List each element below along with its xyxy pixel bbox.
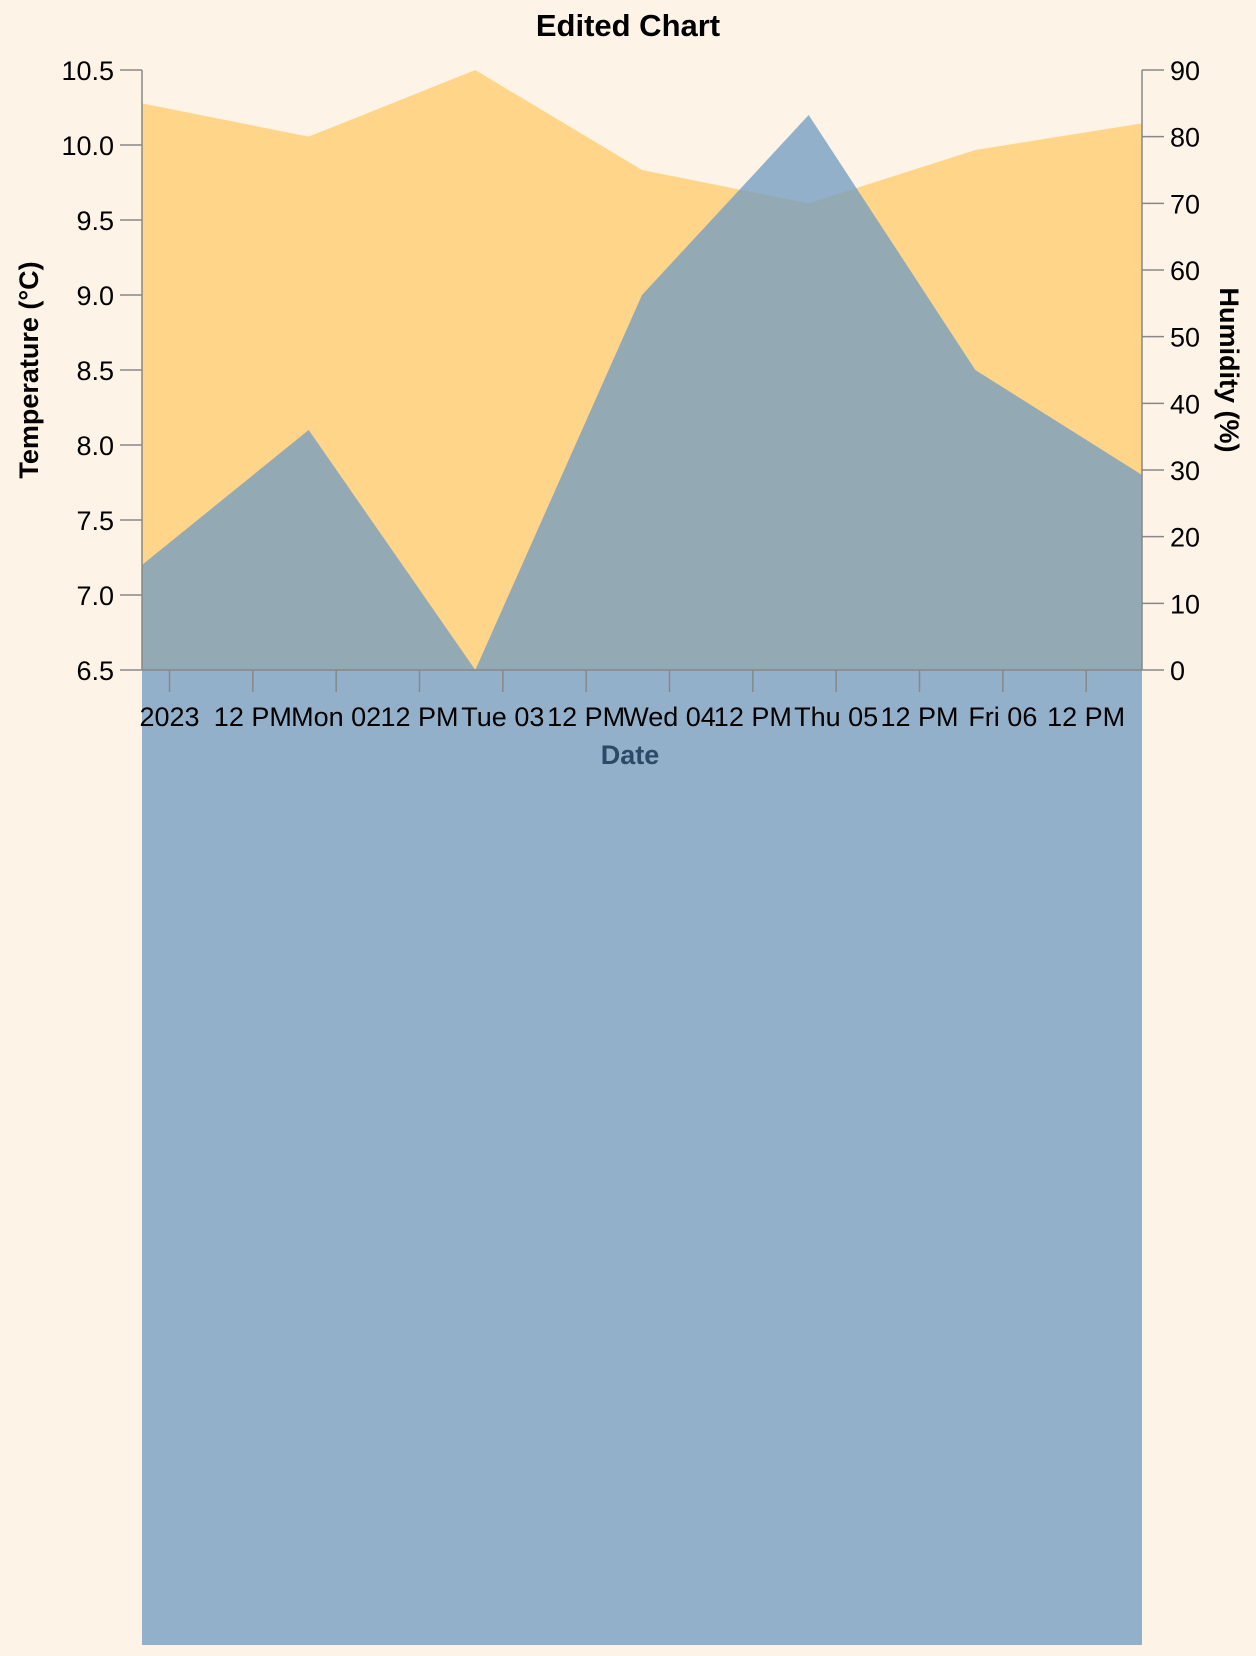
x-tick-label: 12 PM (380, 702, 458, 732)
x-axis-title: Date (601, 740, 660, 770)
x-tick-label: Tue 03 (461, 702, 544, 732)
x-tick-label: 2023 (139, 702, 199, 732)
left-tick-label: 10.5 (61, 56, 114, 86)
x-tick-label: Fri 06 (968, 702, 1037, 732)
right-y-axis: 0 10 20 30 40 50 60 70 80 90 (1141, 56, 1200, 686)
chart-title: Edited Chart (536, 8, 720, 43)
right-tick-label: 40 (1170, 389, 1200, 419)
left-tick-label: 9.0 (76, 281, 114, 311)
right-tick-label: 70 (1170, 189, 1200, 219)
right-axis-title: Humidity (%) (1214, 288, 1244, 453)
right-tick-label: 10 (1170, 589, 1200, 619)
x-tick-label: 12 PM (714, 702, 792, 732)
left-tick-label: 6.5 (76, 656, 114, 686)
x-tick-label: 12 PM (547, 702, 625, 732)
left-tick-label: 7.5 (76, 506, 114, 536)
x-tick-label: Mon 02 (291, 702, 381, 732)
left-tick-label: 9.5 (76, 206, 114, 236)
right-tick-label: 80 (1170, 123, 1200, 153)
left-tick-label: 8.5 (76, 356, 114, 386)
left-axis-title: Temperature (°C) (14, 261, 44, 478)
x-tick-label: 12 PM (880, 702, 958, 732)
right-tick-label: 30 (1170, 456, 1200, 486)
right-tick-label: 20 (1170, 523, 1200, 553)
x-tick-label: 12 PM (1047, 702, 1125, 732)
x-tick-label: Wed 04 (623, 702, 716, 732)
temperature-area (142, 115, 1142, 1645)
area-series-group (142, 70, 1142, 1645)
left-tick-label: 7.0 (76, 581, 114, 611)
x-tick-label: Thu 05 (794, 702, 878, 732)
right-tick-label: 90 (1170, 56, 1200, 86)
left-tick-label: 8.0 (76, 431, 114, 461)
right-tick-label: 60 (1170, 256, 1200, 286)
right-tick-label: 0 (1170, 656, 1185, 686)
left-y-axis: 6.5 7.0 7.5 8.0 8.5 9.0 9.5 10.0 10.5 (61, 56, 143, 686)
right-tick-label: 50 (1170, 323, 1200, 353)
x-tick-label: 12 PM (214, 702, 292, 732)
left-tick-label: 10.0 (61, 131, 114, 161)
